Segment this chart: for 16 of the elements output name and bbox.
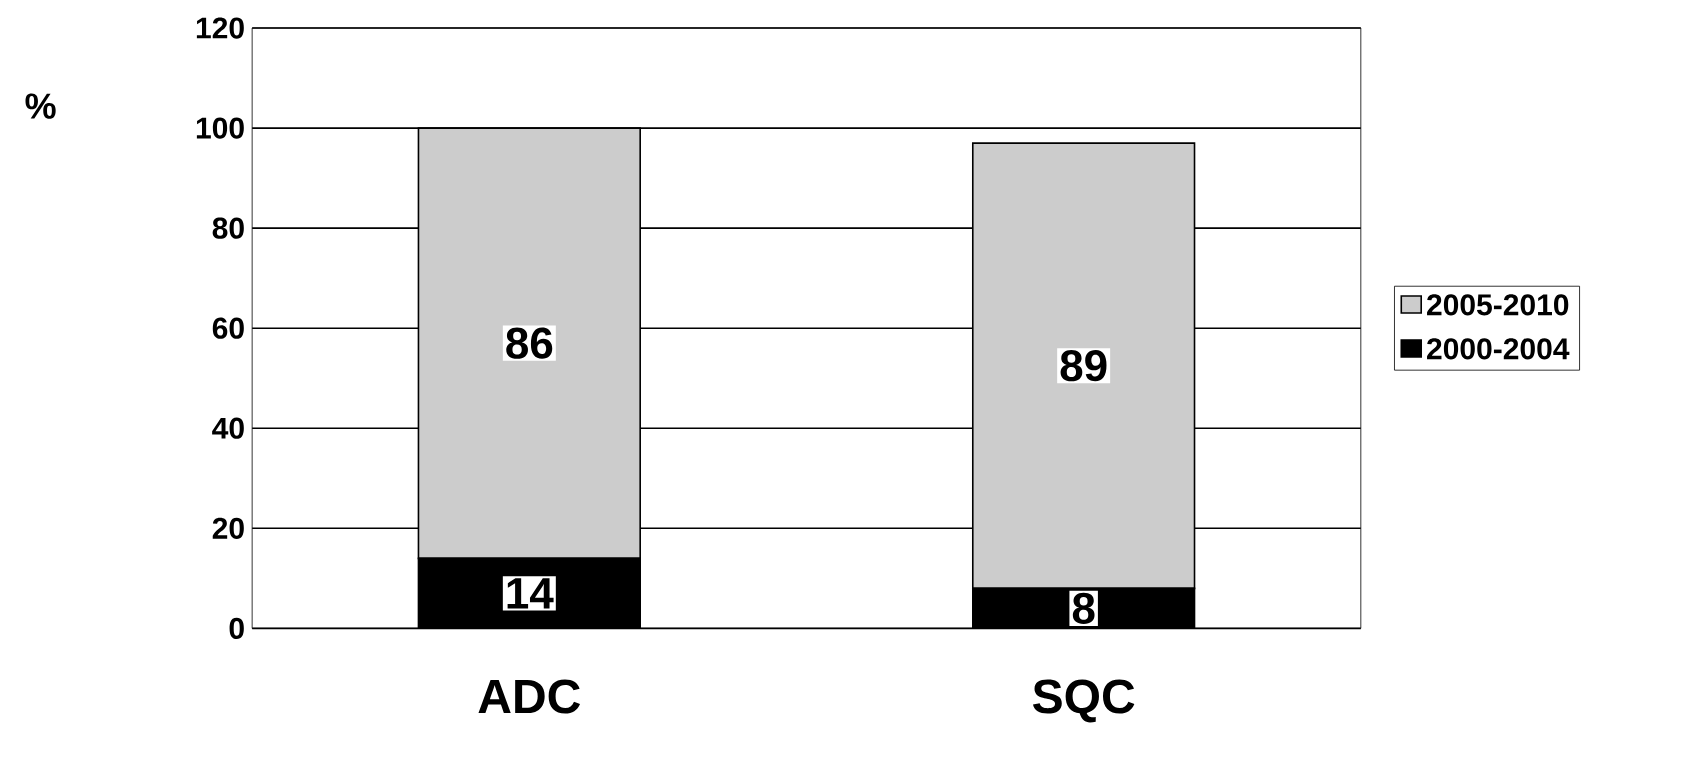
data-label: 8: [1072, 592, 1095, 624]
legend-label: 2000-2004: [1427, 337, 1570, 360]
y-tick-label: 80: [212, 217, 244, 239]
y-tick-label: 40: [212, 417, 244, 439]
legend-label: 2005-2010: [1427, 294, 1569, 316]
y-tick-label: 120: [196, 17, 244, 39]
y-tick-label: 60: [212, 317, 244, 339]
data-label: 86: [506, 327, 553, 359]
x-tick-label: ADC: [478, 679, 581, 714]
x-tick-label: SQC: [1032, 679, 1135, 723]
y-axis-title: %: [25, 93, 56, 119]
y-tick-label: 100: [196, 117, 244, 139]
y-tick-label: 20: [212, 517, 244, 539]
data-label: 14: [507, 577, 554, 609]
y-tick-label: 0: [229, 617, 244, 639]
data-label: 89: [1060, 349, 1107, 382]
